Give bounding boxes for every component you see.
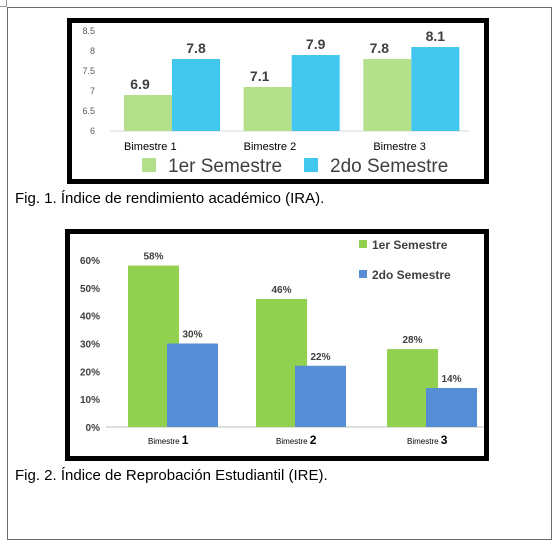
x-tick-label: Bimestre 3 bbox=[373, 141, 426, 153]
legend-label: 2do Semestre bbox=[330, 156, 448, 177]
data-label: 14% bbox=[441, 374, 461, 385]
ira-chart-svg: 6 6.5 7 7.5 8 8.5 6.9 7.8 Bimestre 1 7.1 7.9 Bimest… bbox=[82, 26, 469, 177]
data-label: 6.9 bbox=[130, 76, 150, 92]
y-tick-label: 0% bbox=[86, 423, 101, 434]
x-tick-label: Bimestre 1 bbox=[148, 433, 189, 447]
y-tick-label: 10% bbox=[80, 395, 100, 406]
bar-semester2 bbox=[172, 59, 220, 131]
x-tick-label: Bimestre 2 bbox=[276, 433, 317, 447]
figure-1-caption: Fig. 1. Índice de rendimiento académico … bbox=[15, 190, 325, 207]
x-tick-label: Bimestre 2 bbox=[244, 141, 297, 153]
y-tick-label: 7 bbox=[90, 86, 95, 96]
ire-chart: 0% 10% 20% 30% 40% 50% 60% 58% 30% Bimestre 1 46% 2… bbox=[65, 229, 489, 461]
x-tick-prefix: Bimestre bbox=[148, 437, 182, 446]
bar-semester2 bbox=[411, 47, 460, 131]
y-tick-label: 30% bbox=[80, 340, 100, 351]
legend-swatch bbox=[359, 270, 367, 278]
x-tick-label: Bimestre 1 bbox=[124, 141, 177, 153]
bar-semester1 bbox=[243, 87, 292, 131]
y-tick-label: 50% bbox=[80, 284, 100, 295]
ira-chart: 6 6.5 7 7.5 8 8.5 6.9 7.8 Bimestre 1 7.1 7.9 Bimest… bbox=[67, 18, 489, 184]
y-tick-label: 20% bbox=[80, 367, 100, 378]
x-tick-prefix: Bimestre bbox=[407, 437, 441, 446]
legend-label: 1er Semestre bbox=[372, 238, 448, 252]
x-tick-number: 1 bbox=[182, 433, 189, 447]
bar-semester2 bbox=[426, 388, 477, 427]
ire-chart-svg: 0% 10% 20% 30% 40% 50% 60% 58% 30% Bimestre 1 46% 2… bbox=[80, 238, 484, 447]
data-label: 7.1 bbox=[250, 68, 270, 84]
y-tick-label: 40% bbox=[80, 312, 100, 323]
data-label: 7.8 bbox=[186, 40, 206, 56]
data-label: 7.9 bbox=[306, 36, 326, 52]
bar-semester2 bbox=[167, 343, 218, 427]
x-tick-prefix: Bimestre bbox=[276, 437, 310, 446]
data-label: 28% bbox=[402, 335, 422, 346]
corner-mark bbox=[0, 0, 7, 7]
bar-semester1 bbox=[124, 95, 172, 131]
bar-semester2 bbox=[291, 55, 340, 131]
figure-2-caption: Fig. 2. Índice de Reprobación Estudianti… bbox=[15, 467, 328, 484]
data-label: 22% bbox=[310, 352, 330, 363]
data-label: 8.1 bbox=[426, 28, 446, 44]
legend-swatch bbox=[142, 158, 156, 172]
y-tick-label: 8 bbox=[90, 46, 95, 56]
x-tick-label: Bimestre 3 bbox=[407, 433, 448, 447]
data-label: 46% bbox=[271, 285, 291, 296]
legend-label: 1er Semestre bbox=[168, 156, 282, 177]
y-tick-label: 6.5 bbox=[82, 106, 95, 116]
data-label: 30% bbox=[182, 330, 202, 341]
bar-semester1 bbox=[363, 59, 412, 131]
bar-semester2 bbox=[295, 365, 346, 427]
y-tick-label: 7.5 bbox=[82, 66, 95, 76]
document-frame bbox=[7, 7, 552, 540]
x-tick-number: 2 bbox=[310, 433, 317, 447]
data-label: 7.8 bbox=[370, 40, 390, 56]
y-tick-label: 6 bbox=[90, 126, 95, 136]
legend-label: 2do Semestre bbox=[372, 268, 451, 282]
data-label: 58% bbox=[143, 252, 163, 263]
x-tick-number: 3 bbox=[441, 433, 448, 447]
legend-swatch bbox=[304, 158, 318, 172]
legend-swatch bbox=[359, 240, 367, 248]
y-tick-label: 8.5 bbox=[82, 26, 95, 36]
y-tick-label: 60% bbox=[80, 256, 100, 267]
